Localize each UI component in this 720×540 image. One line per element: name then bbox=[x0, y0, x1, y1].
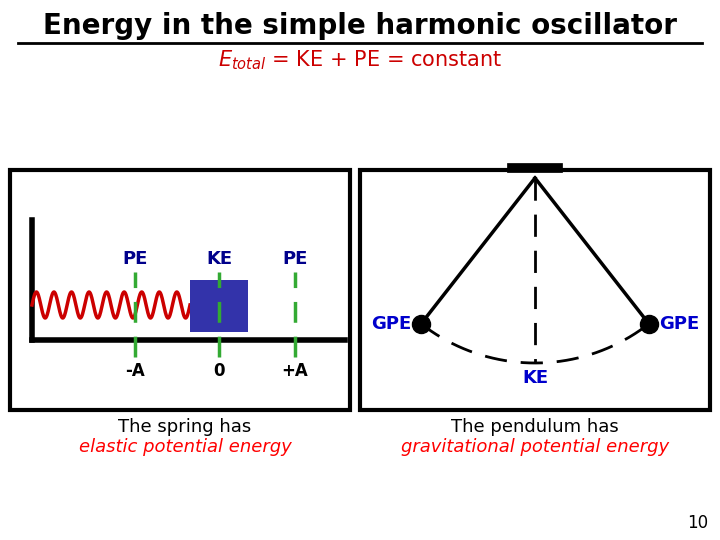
Text: Energy in the simple harmonic oscillator: Energy in the simple harmonic oscillator bbox=[43, 12, 677, 40]
Text: elastic potential energy: elastic potential energy bbox=[78, 438, 292, 456]
Text: KE: KE bbox=[522, 369, 548, 387]
Text: $\mathit{E}_{total}$ = KE + PE = constant: $\mathit{E}_{total}$ = KE + PE = constan… bbox=[218, 48, 502, 72]
Text: GPE: GPE bbox=[371, 315, 411, 333]
FancyBboxPatch shape bbox=[10, 170, 350, 410]
Text: 10: 10 bbox=[687, 514, 708, 532]
FancyBboxPatch shape bbox=[190, 280, 248, 332]
FancyBboxPatch shape bbox=[360, 170, 710, 410]
Text: PE: PE bbox=[282, 250, 307, 268]
Text: GPE: GPE bbox=[659, 315, 699, 333]
Text: KE: KE bbox=[206, 250, 232, 268]
Text: -A: -A bbox=[125, 362, 145, 380]
Text: The pendulum has: The pendulum has bbox=[451, 418, 619, 436]
Text: PE: PE bbox=[122, 250, 148, 268]
Text: +A: +A bbox=[282, 362, 308, 380]
Text: gravitational potential energy: gravitational potential energy bbox=[401, 438, 669, 456]
Text: The spring has: The spring has bbox=[118, 418, 251, 436]
Text: 0: 0 bbox=[213, 362, 225, 380]
